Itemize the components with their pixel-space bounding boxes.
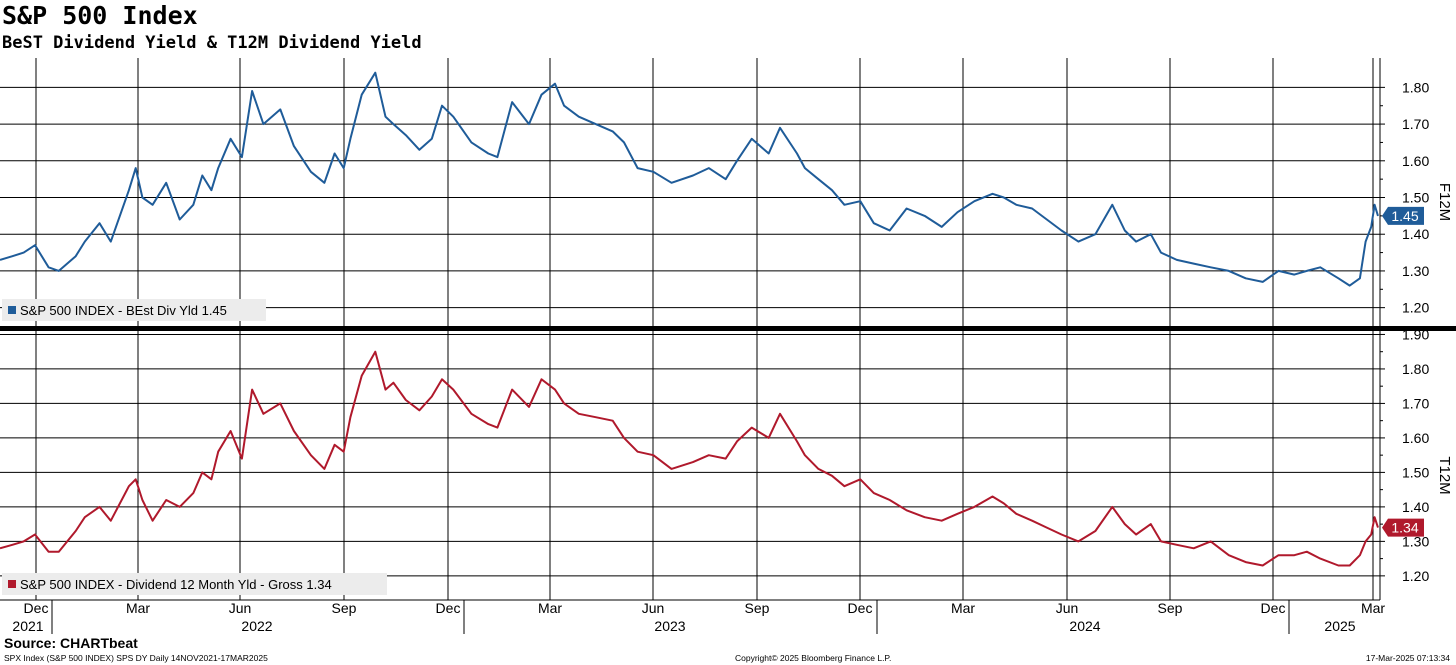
bottom-last-value-marker <box>1382 518 1424 537</box>
bottom-ytick-label-5: 1.70 <box>1402 395 1429 411</box>
x-month-label-1: Mar <box>126 600 150 616</box>
top-last-value-marker <box>1382 206 1424 225</box>
bottom-axis-label: T12M <box>1436 456 1453 494</box>
top-legend-box <box>2 299 266 321</box>
top-series-line-0 <box>0 71 1379 287</box>
x-month-label-6: Jun <box>642 600 665 616</box>
x-month-label-11: Sep <box>1158 600 1183 616</box>
top-last-value-label: 1.45 <box>1391 208 1418 224</box>
bottom-legend-swatch <box>8 580 16 588</box>
page-subtitle: BeST Dividend Yield & T12M Dividend Yiel… <box>2 33 422 53</box>
top-ytick-label-2: 1.40 <box>1402 226 1429 242</box>
x-month-label-4: Dec <box>436 600 461 616</box>
bottom-ytick-label-1: 1.30 <box>1402 533 1429 549</box>
bottom-ytick-label-4: 1.60 <box>1402 430 1429 446</box>
bottom-last-value-label: 1.34 <box>1391 520 1418 536</box>
top-ytick-label-1: 1.30 <box>1402 263 1429 279</box>
bottom-series-line-0 <box>0 350 1379 567</box>
source-note: Source: CHARTbeat <box>4 635 138 651</box>
footer-copyright: Copyright© 2025 Bloomberg Finance L.P. <box>735 653 892 663</box>
x-month-label-9: Mar <box>951 600 975 616</box>
x-month-label-13: Mar <box>1361 600 1385 616</box>
top-ytick-label-4: 1.60 <box>1402 153 1429 169</box>
x-year-label-0: 2021 <box>12 618 43 634</box>
top-ytick-label-3: 1.50 <box>1402 190 1429 206</box>
bottom-ytick-label-6: 1.80 <box>1402 361 1429 377</box>
bottom-legend-box <box>2 573 387 595</box>
page-title: S&P 500 Index <box>2 1 198 30</box>
top-legend-swatch <box>8 306 16 314</box>
x-year-label-2: 2023 <box>654 618 685 634</box>
x-month-label-12: Dec <box>1261 600 1286 616</box>
x-month-label-0: Dec <box>24 600 49 616</box>
x-month-label-8: Dec <box>848 600 873 616</box>
top-legend-label: S&P 500 INDEX - BEst Div Yld 1.45 <box>20 303 227 318</box>
bottom-ytick-label-2: 1.40 <box>1402 499 1429 515</box>
bottom-ytick-label-3: 1.50 <box>1402 464 1429 480</box>
x-year-label-4: 2025 <box>1324 618 1355 634</box>
x-month-label-2: Jun <box>229 600 252 616</box>
bottom-legend-label: S&P 500 INDEX - Dividend 12 Month Yld - … <box>20 577 332 592</box>
x-year-label-1: 2022 <box>241 618 272 634</box>
footer-timestamp: 17-Mar-2025 07:13:34 <box>1365 653 1450 663</box>
x-year-label-3: 2024 <box>1069 618 1100 634</box>
bottom-ytick-label-0: 1.20 <box>1402 568 1429 584</box>
x-month-label-7: Sep <box>745 600 770 616</box>
top-ytick-label-0: 1.20 <box>1402 300 1429 316</box>
top-axis-label: F12M <box>1436 183 1453 221</box>
footer-left: SPX Index (S&P 500 INDEX) SPS DY Daily 1… <box>4 653 268 663</box>
top-ytick-label-6: 1.80 <box>1402 79 1429 95</box>
top-ytick-label-5: 1.70 <box>1402 116 1429 132</box>
x-month-label-10: Jun <box>1056 600 1079 616</box>
panel-separator <box>0 326 1456 331</box>
x-month-label-5: Mar <box>538 600 562 616</box>
x-month-label-3: Sep <box>332 600 357 616</box>
